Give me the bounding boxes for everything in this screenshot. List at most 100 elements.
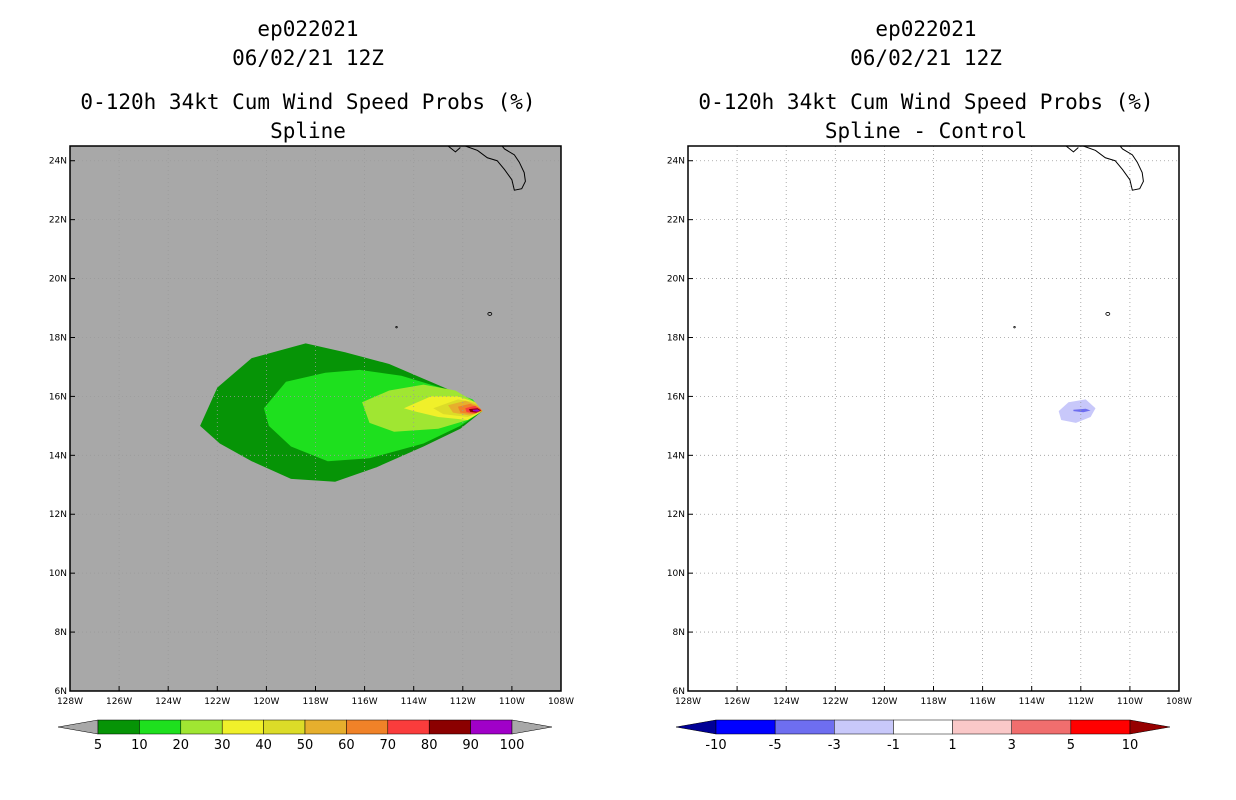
x-tick-label: 128W — [675, 697, 701, 707]
island-marker — [1105, 312, 1111, 316]
colorbar-swatch — [428, 719, 471, 735]
x-tick-label: 122W — [822, 697, 848, 707]
x-tick-label: 126W — [106, 697, 132, 707]
colorbar-label: 90 — [462, 738, 479, 753]
y-tick-label: 6N — [55, 687, 67, 697]
x-tick-label: 116W — [352, 697, 378, 707]
left-storm-id: ep022021 — [257, 17, 359, 41]
y-tick-label: 10N — [49, 569, 67, 579]
colorbar: -10 -5 -3 -1 1 3 5 10 — [675, 719, 1171, 753]
y-tick-label: 20N — [667, 275, 685, 285]
coastline-baja — [1083, 146, 1144, 191]
colorbar-swatch — [221, 719, 264, 735]
y-tick-label: 18N — [667, 333, 685, 343]
x-tick-label: 122W — [204, 697, 230, 707]
colorbar-swatch — [180, 719, 223, 735]
colorbar-label: 5 — [1067, 738, 1075, 753]
colorbar-label: 70 — [380, 738, 397, 753]
colorbar-swatch — [304, 719, 347, 735]
colorbar-label: 20 — [173, 738, 190, 753]
coastline-islet — [447, 146, 461, 153]
colorbar-min-arrow — [675, 719, 717, 735]
y-tick-label: 14N — [667, 451, 685, 461]
y-tick-label: 12N — [49, 510, 67, 520]
right-storm-id: ep022021 — [875, 17, 977, 41]
colorbar-swatch — [715, 719, 776, 735]
colorbar-label: 5 — [94, 738, 102, 753]
x-tick-label: 112W — [450, 697, 476, 707]
colorbar-swatch — [1070, 719, 1131, 735]
colorbar-swatch — [1011, 719, 1072, 735]
y-tick-label: 16N — [49, 392, 67, 402]
y-tick-label: 22N — [667, 216, 685, 226]
coastline-baja — [465, 146, 526, 191]
contour-level-90 — [472, 409, 480, 412]
colorbar-swatch — [774, 719, 835, 735]
x-tick-label: 108W — [1166, 697, 1192, 707]
y-tick-label: 22N — [49, 216, 67, 226]
colorbar-swatch — [893, 719, 953, 735]
colorbar: 5 10 20 30 40 50 60 70 80 90 100 — [57, 719, 553, 753]
x-tick-label: 114W — [401, 697, 427, 707]
x-tick-label: 128W — [57, 697, 83, 707]
plot-area — [70, 146, 561, 691]
island-marker — [487, 312, 493, 316]
y-tick-label: 10N — [667, 569, 685, 579]
right-subtitle: Spline - Control — [824, 119, 1028, 143]
colorbar-label: 50 — [297, 738, 314, 753]
x-tick-label: 120W — [871, 697, 897, 707]
y-tick-label: 14N — [49, 451, 67, 461]
colorbar-swatch — [470, 719, 513, 735]
x-tick-label: 116W — [970, 697, 996, 707]
x-tick-label: 112W — [1068, 697, 1094, 707]
x-tick-label: 120W — [253, 697, 279, 707]
colorbar-label: 30 — [214, 738, 231, 753]
colorbar-max-arrow — [511, 719, 553, 735]
colorbar-max-arrow — [1129, 719, 1171, 735]
colorbar-label: -10 — [705, 738, 726, 753]
colorbar-label: 100 — [500, 738, 525, 753]
y-tick-label: 8N — [673, 628, 685, 638]
left-subtitle: Spline — [270, 119, 346, 143]
x-tick-label: 108W — [548, 697, 574, 707]
x-tick-label: 110W — [1117, 697, 1143, 707]
colorbar-label: 3 — [1008, 738, 1016, 753]
plot-area — [688, 146, 1179, 691]
colorbar-swatch — [387, 719, 430, 735]
right-product: 0-120h 34kt Cum Wind Speed Probs (%) — [698, 90, 1154, 114]
colorbar-swatch — [346, 719, 389, 735]
left-title-block: ep022021 06/02/21 12Z 0-120h 34kt Cum Wi… — [58, 15, 558, 146]
island-marker — [395, 325, 398, 329]
y-tick-label: 24N — [667, 157, 685, 167]
colorbar-label: 10 — [1122, 738, 1139, 753]
colorbar-swatch — [139, 719, 182, 735]
colorbar-label: 80 — [421, 738, 438, 753]
right-title-block: ep022021 06/02/21 12Z 0-120h 34kt Cum Wi… — [676, 15, 1176, 146]
island-marker — [1013, 325, 1016, 329]
y-tick-label: 16N — [667, 392, 685, 402]
x-tick-label: 118W — [920, 697, 946, 707]
left-product: 0-120h 34kt Cum Wind Speed Probs (%) — [80, 90, 536, 114]
colorbar-label: 40 — [255, 738, 272, 753]
x-tick-label: 124W — [773, 697, 799, 707]
x-tick-label: 114W — [1019, 697, 1045, 707]
colorbar-swatch — [952, 719, 1012, 735]
y-tick-label: 8N — [55, 628, 67, 638]
colorbar-label: -1 — [887, 738, 900, 753]
colorbar-label: 10 — [131, 738, 148, 753]
right-date: 06/02/21 12Z — [850, 46, 1002, 70]
colorbar-label: -5 — [769, 738, 782, 753]
colorbar-label: 60 — [338, 738, 355, 753]
colorbar-swatch — [97, 719, 140, 735]
colorbar-swatch — [263, 719, 306, 735]
colorbar-label: -3 — [828, 738, 841, 753]
coastline-islet — [1065, 146, 1079, 153]
x-tick-label: 110W — [499, 697, 525, 707]
colorbar-min-arrow — [57, 719, 99, 735]
x-tick-label: 126W — [724, 697, 750, 707]
contour-level-neg3 — [1073, 408, 1091, 413]
colorbar-label: 1 — [948, 738, 956, 753]
y-tick-label: 12N — [667, 510, 685, 520]
y-tick-label: 20N — [49, 275, 67, 285]
